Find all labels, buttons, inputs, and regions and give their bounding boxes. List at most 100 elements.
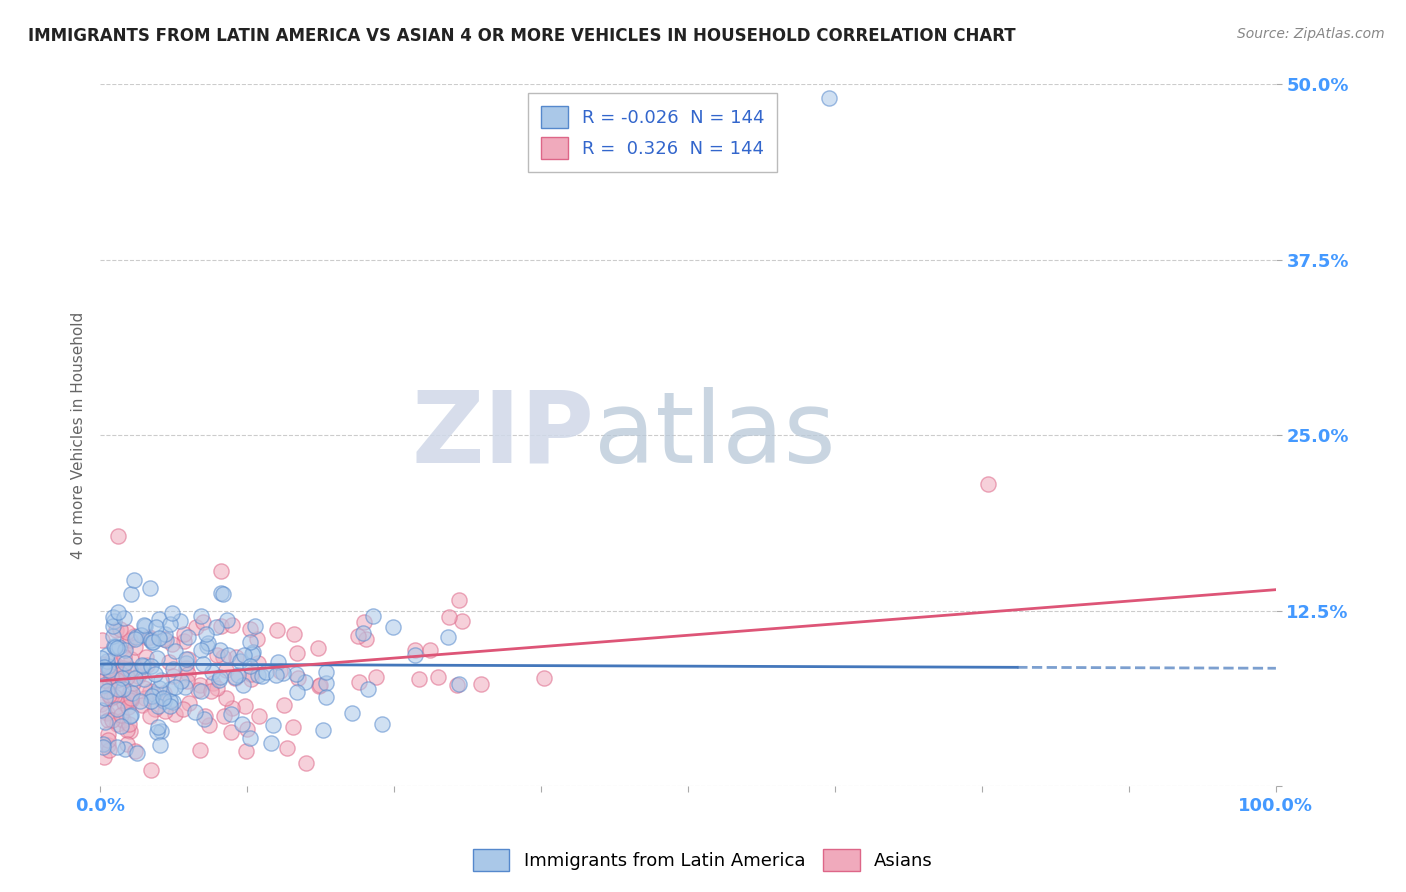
Point	[104, 623, 127, 637]
Point	[122, 573, 145, 587]
Point	[122, 676, 145, 690]
Point	[194, 708, 217, 723]
Point	[162, 662, 184, 676]
Point	[141, 658, 163, 673]
Point	[184, 705, 207, 719]
Point	[90, 680, 112, 694]
Point	[260, 736, 283, 750]
Point	[191, 615, 214, 630]
Point	[281, 721, 304, 735]
Point	[159, 617, 181, 632]
Point	[211, 649, 233, 664]
Point	[112, 611, 135, 625]
Point	[247, 708, 270, 723]
Point	[105, 739, 128, 754]
Point	[408, 672, 430, 686]
Point	[153, 705, 176, 719]
Point	[143, 687, 166, 701]
Point	[174, 661, 197, 675]
Point	[226, 668, 249, 682]
Point	[426, 670, 449, 684]
Point	[239, 622, 262, 636]
Point	[93, 750, 115, 764]
Point	[115, 670, 138, 684]
Point	[191, 657, 214, 672]
Point	[111, 671, 134, 685]
Point	[100, 691, 122, 706]
Point	[148, 631, 170, 645]
Point	[132, 659, 155, 673]
Point	[285, 646, 308, 660]
Point	[266, 623, 288, 637]
Y-axis label: 4 or more Vehicles in Household: 4 or more Vehicles in Household	[72, 311, 86, 559]
Point	[149, 692, 172, 706]
Point	[340, 706, 363, 720]
Point	[98, 664, 121, 678]
Point	[162, 695, 184, 709]
Point	[163, 644, 186, 658]
Point	[148, 612, 170, 626]
Point	[105, 683, 128, 698]
Point	[264, 668, 287, 682]
Point	[285, 667, 308, 681]
Point	[224, 671, 246, 685]
Point	[287, 672, 309, 686]
Point	[146, 698, 169, 713]
Point	[165, 680, 187, 694]
Point	[128, 693, 150, 707]
Point	[194, 626, 217, 640]
Point	[173, 627, 195, 641]
Point	[115, 637, 138, 651]
Point	[90, 697, 112, 711]
Point	[96, 670, 118, 684]
Point	[139, 694, 162, 708]
Text: IMMIGRANTS FROM LATIN AMERICA VS ASIAN 4 OR MORE VEHICLES IN HOUSEHOLD CORRELATI: IMMIGRANTS FROM LATIN AMERICA VS ASIAN 4…	[28, 27, 1015, 45]
Point	[132, 672, 155, 686]
Point	[142, 634, 165, 648]
Point	[105, 673, 128, 688]
Point	[307, 641, 329, 656]
Point	[309, 678, 332, 692]
Point	[90, 657, 112, 671]
Point	[103, 639, 125, 653]
Point	[273, 698, 295, 712]
Point	[155, 627, 177, 641]
Point	[143, 666, 166, 681]
Point	[176, 656, 198, 670]
Point	[141, 689, 163, 703]
Point	[225, 650, 247, 665]
Point	[347, 674, 370, 689]
Point	[120, 709, 142, 723]
Text: ZIP: ZIP	[411, 387, 593, 483]
Point	[184, 620, 207, 634]
Legend: R = -0.026  N = 144, R =  0.326  N = 144: R = -0.026 N = 144, R = 0.326 N = 144	[529, 94, 778, 172]
Legend: Immigrants from Latin America, Asians: Immigrants from Latin America, Asians	[465, 842, 941, 879]
Point	[157, 656, 180, 670]
Point	[235, 699, 257, 714]
Point	[449, 677, 471, 691]
Point	[90, 651, 112, 665]
Point	[190, 609, 212, 624]
Point	[129, 665, 152, 679]
Point	[153, 686, 176, 700]
Point	[138, 709, 160, 723]
Point	[97, 738, 120, 752]
Point	[197, 718, 219, 732]
Point	[266, 655, 288, 669]
Point	[364, 670, 387, 684]
Point	[219, 707, 242, 722]
Point	[120, 587, 142, 601]
Point	[91, 737, 114, 751]
Text: Source: ZipAtlas.com: Source: ZipAtlas.com	[1237, 27, 1385, 41]
Point	[139, 632, 162, 647]
Point	[160, 637, 183, 651]
Point	[138, 684, 160, 698]
Point	[152, 694, 174, 708]
Point	[235, 722, 257, 736]
Point	[100, 668, 122, 682]
Point	[98, 743, 121, 757]
Point	[90, 633, 112, 648]
Point	[533, 671, 555, 685]
Point	[93, 673, 115, 687]
Point	[232, 648, 254, 662]
